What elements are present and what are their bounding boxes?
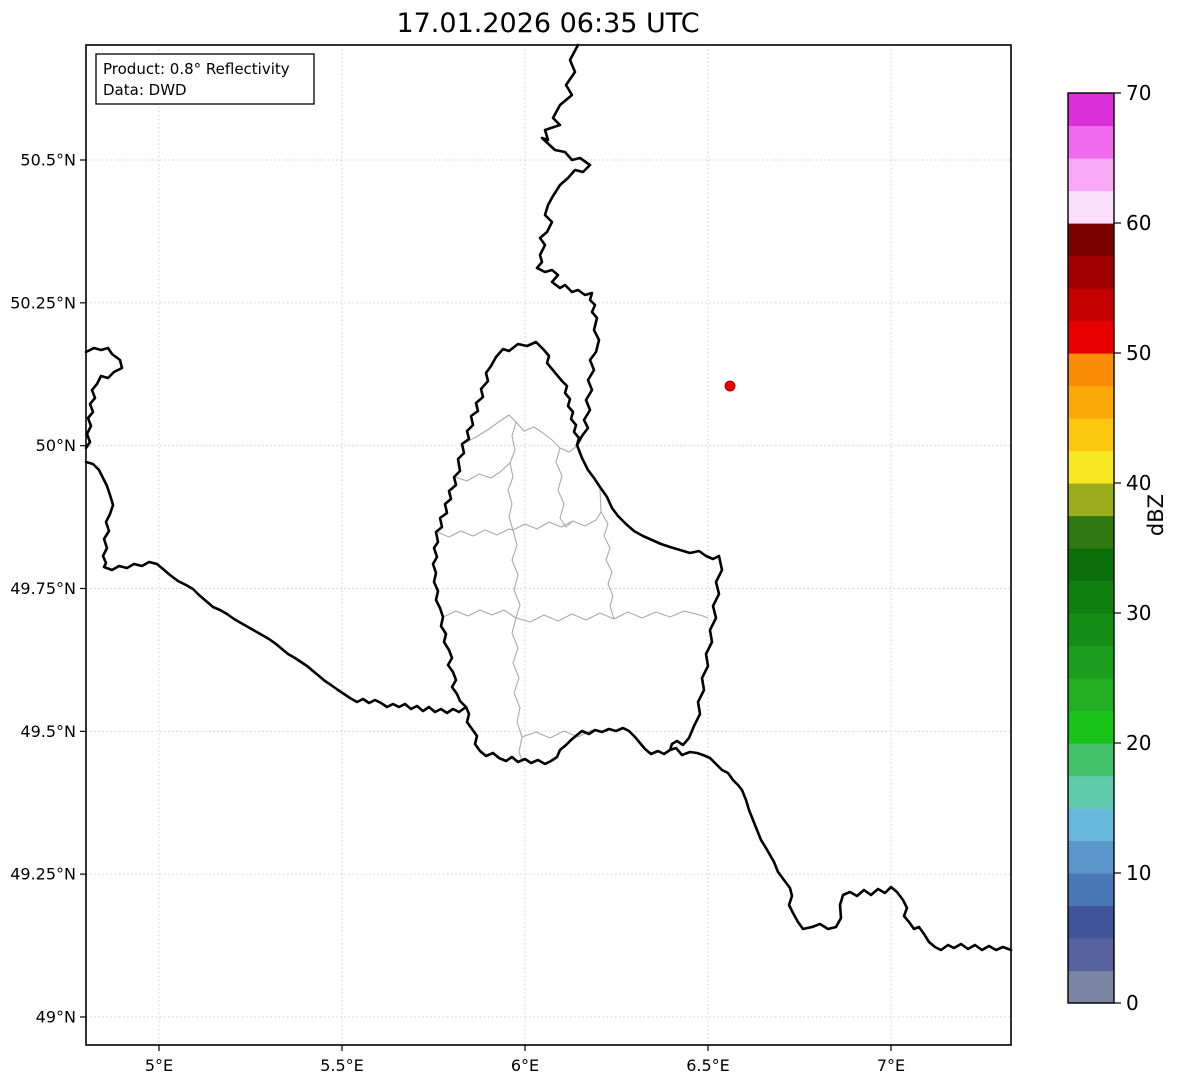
colorbar-tick-label: 70: [1126, 81, 1151, 105]
canton-border-line: [521, 729, 603, 739]
colorbar-segment: [1068, 645, 1114, 679]
colorbar-segment: [1068, 190, 1114, 224]
canton-borders: [436, 414, 709, 761]
canton-border-line: [600, 511, 615, 620]
colorbar-tick-label: 0: [1126, 991, 1139, 1015]
colorbar-segment: [1068, 158, 1114, 192]
colorbar-segment: [1068, 970, 1114, 1004]
colorbar-tick-label: 40: [1126, 471, 1151, 495]
canton-border-line: [442, 609, 517, 619]
colorbar-segment: [1068, 743, 1114, 777]
france-germany-border: [668, 746, 1013, 952]
colorbar-tick-label: 20: [1126, 731, 1151, 755]
colorbar-segment: [1068, 223, 1114, 257]
colorbar-segment: [1068, 840, 1114, 874]
colorbar-segment: [1068, 580, 1114, 614]
colorbar-segment: [1068, 288, 1114, 322]
radar-site-marker: [724, 380, 736, 392]
colorbar-segment: [1068, 710, 1114, 744]
canton-border-line: [454, 462, 511, 482]
france-belgium-border-diagonal: [84, 460, 468, 715]
canton-border-line: [555, 447, 574, 528]
y-axis: 50.5°N 50.25°N 50°N 49.75°N 49.5°N 49.25°N 49°…: [10, 151, 86, 1026]
colorbar-segment: [1068, 483, 1114, 517]
x-tick-label: 7°E: [877, 1056, 905, 1075]
colorbar-segment: [1068, 418, 1114, 452]
colorbar-segment: [1068, 125, 1114, 159]
colorbar-segment: [1068, 905, 1114, 939]
colorbar-outline: [1067, 92, 1115, 1004]
colorbar-segments: [1068, 93, 1114, 1004]
info-box-product-line: Product: 0.8° Reflectivity: [103, 60, 290, 78]
plot-frame: [85, 44, 1012, 1046]
canton-border-line: [511, 617, 523, 761]
y-tick-label: 49°N: [36, 1007, 76, 1026]
colorbar-segment: [1068, 255, 1114, 289]
colorbar-segment: [1068, 353, 1114, 387]
colorbar-unit-label: dBZ: [1144, 494, 1168, 536]
colorbar-tick-label: 30: [1126, 601, 1151, 625]
colorbar-segment: [1068, 548, 1114, 582]
x-tick-label: 5°E: [145, 1056, 173, 1075]
colorbar-tick-label: 60: [1126, 211, 1151, 235]
canton-border-line: [507, 421, 517, 531]
colorbar-segment: [1068, 93, 1114, 127]
figure-title: 17.01.2026 06:35 UTC: [396, 8, 699, 39]
colorbar-tick-label: 50: [1126, 341, 1151, 365]
y-tick-label: 49.5°N: [20, 722, 76, 741]
colorbar-segment: [1068, 385, 1114, 419]
y-tick-label: 50.5°N: [20, 151, 76, 170]
colorbar-segment: [1068, 678, 1114, 712]
colorbar-segment: [1068, 320, 1114, 354]
colorbar-segment: [1068, 938, 1114, 972]
canton-border-line: [462, 414, 578, 453]
x-tick-label: 5.5°E: [320, 1056, 364, 1075]
canton-border-line: [512, 488, 602, 531]
gridlines: [86, 45, 1011, 1045]
x-axis: 5°E 5.5°E 6°E 6.5°E 7°E: [145, 1045, 905, 1075]
x-tick-label: 6.5°E: [686, 1056, 730, 1075]
y-tick-label: 50°N: [36, 436, 76, 455]
info-box-data-line: Data: DWD: [103, 81, 187, 99]
belgium-germany-border: [535, 43, 601, 447]
colorbar-segment: [1068, 515, 1114, 549]
y-tick-label: 49.75°N: [10, 579, 76, 598]
info-box-frame: [95, 53, 315, 105]
country-borders: [84, 43, 1013, 952]
colorbar: 0 10 20 30 40 50 60 70 dBZ: [1067, 81, 1168, 1015]
colorbar-segment: [1068, 775, 1114, 809]
belgium-france-border: [84, 346, 124, 450]
colorbar-segment: [1068, 613, 1114, 647]
colorbar-segment: [1068, 450, 1114, 484]
map-borders: [84, 43, 1013, 952]
canton-border-line: [511, 529, 521, 619]
canton-border-line: [436, 528, 514, 538]
x-tick-label: 6°E: [511, 1056, 539, 1075]
colorbar-ticks: 0 10 20 30 40 50 60 70: [1114, 81, 1151, 1015]
y-tick-label: 49.25°N: [10, 865, 76, 884]
luxembourg-border: [431, 340, 724, 766]
colorbar-tick-label: 10: [1126, 861, 1151, 885]
colorbar-segment: [1068, 873, 1114, 907]
colorbar-segment: [1068, 808, 1114, 842]
y-tick-label: 50.25°N: [10, 293, 76, 312]
info-box: Product: 0.8° Reflectivity Data: DWD: [95, 53, 315, 105]
